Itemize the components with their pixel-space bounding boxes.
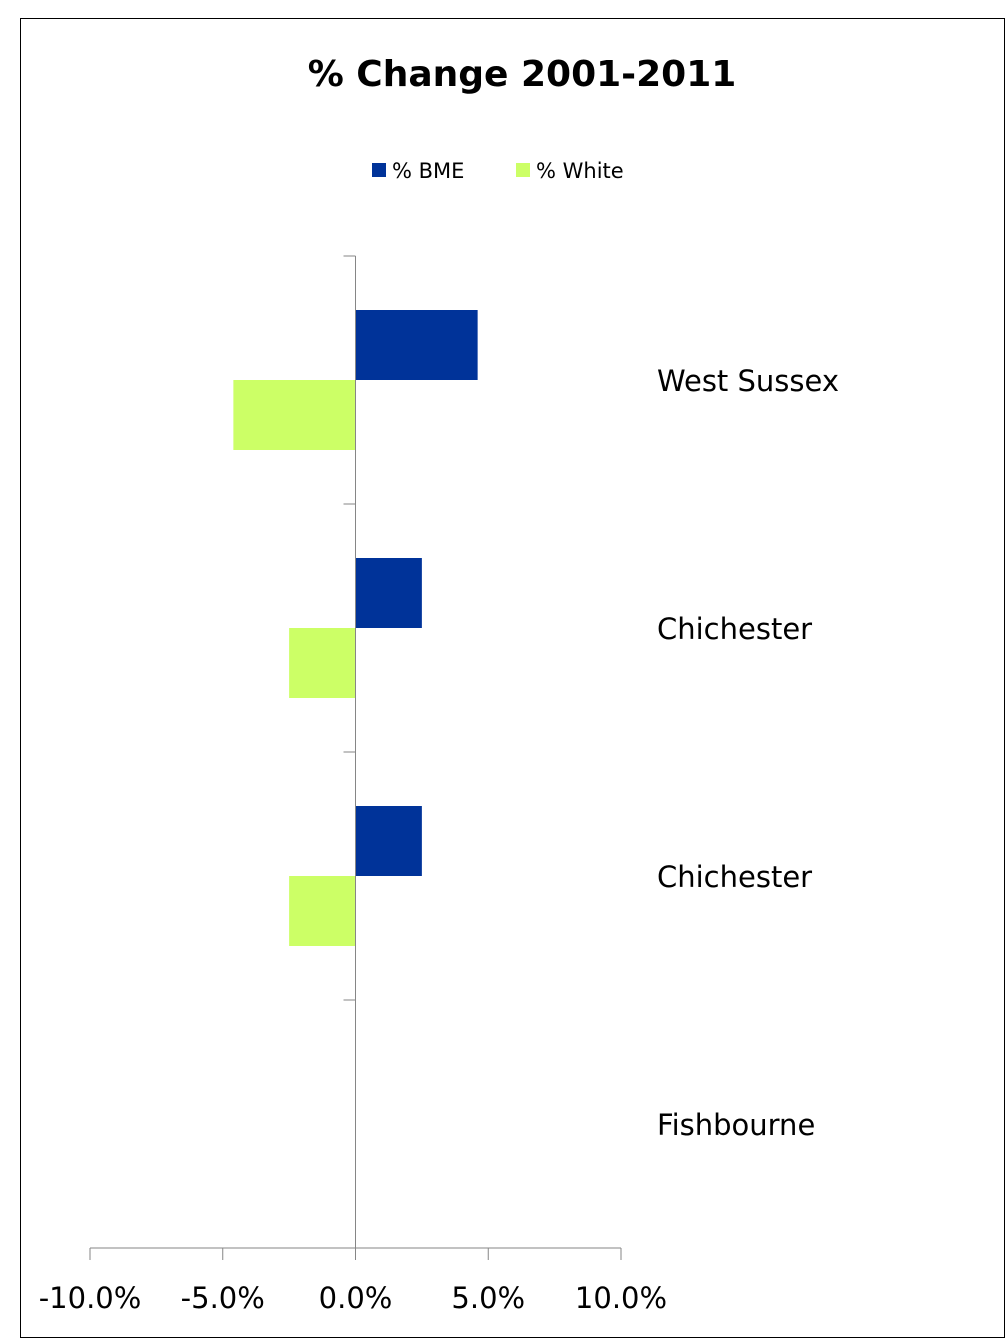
x-tick-label-2: 0.0% [319, 1281, 393, 1315]
bar-white-2 [289, 876, 356, 946]
bars-group [233, 310, 478, 946]
category-labels: West Sussex Chichester Chichester Fishbourn… [657, 364, 839, 1142]
category-label-1: Chichester [657, 612, 812, 646]
chart-frame [20, 18, 1005, 1338]
category-label-2: Chichester [657, 860, 812, 894]
chart-title: % Change 2001-2011 [308, 54, 737, 95]
legend-swatch-bme [372, 163, 386, 177]
x-tick-label-1: -5.0% [181, 1281, 265, 1315]
x-tick-label-3: 5.0% [451, 1281, 525, 1315]
x-tick-labels: -10.0% -5.0% 0.0% 5.0% 10.0% [39, 1281, 667, 1315]
category-label-0: West Sussex [657, 364, 839, 398]
x-tick-label-4: 10.0% [575, 1281, 667, 1315]
axes-group [89, 255, 622, 1260]
legend: % BME % White [372, 159, 624, 183]
legend-label-white: % White [536, 159, 624, 183]
x-tick-label-0: -10.0% [39, 1281, 142, 1315]
bar-bme-0 [355, 310, 478, 380]
bar-white-1 [289, 628, 356, 698]
category-label-3: Fishbourne [657, 1108, 815, 1142]
legend-swatch-white [516, 163, 530, 177]
legend-label-bme: % BME [392, 159, 464, 183]
bar-bme-1 [355, 558, 422, 628]
bar-white-0 [233, 380, 356, 450]
bar-bme-2 [355, 806, 422, 876]
